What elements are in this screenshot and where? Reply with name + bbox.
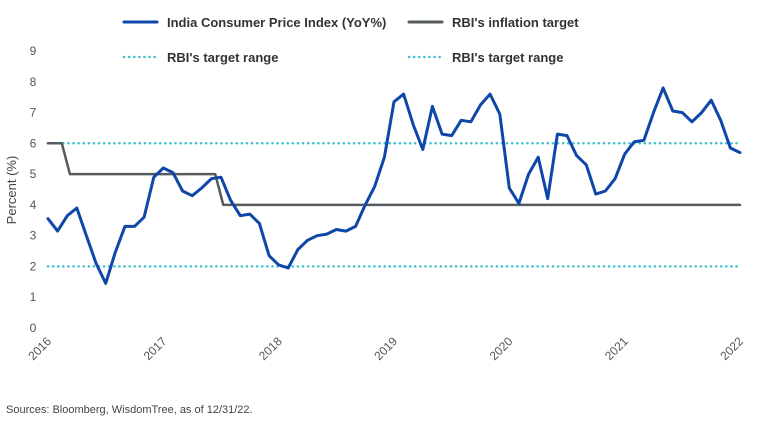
- legend-label: India Consumer Price Index (YoY%): [167, 15, 386, 30]
- y-tick-label: 7: [30, 106, 37, 120]
- y-tick-label: 2: [30, 259, 37, 273]
- x-tick-label: 2017: [141, 334, 170, 363]
- x-tick-label: 2021: [602, 334, 631, 363]
- legend-label: RBI's target range: [452, 50, 563, 65]
- y-tick-label: 0: [30, 321, 37, 335]
- inflation-target-line: [46, 142, 742, 207]
- x-tick-label: 2022: [717, 334, 746, 363]
- y-tick-label: 8: [30, 75, 37, 89]
- source-note: Sources: Bloomberg, WisdomTree, as of 12…: [6, 404, 253, 416]
- y-tick-label: 9: [30, 44, 37, 58]
- y-tick-label: 5: [30, 167, 37, 181]
- x-axis: 2016 2017 2018 2019 2020 2021 2022: [25, 334, 746, 363]
- legend-label: RBI's inflation target: [452, 15, 579, 30]
- y-tick-label: 4: [30, 198, 37, 212]
- legend-label: RBI's target range: [167, 50, 278, 65]
- cpi-series-line: [46, 86, 742, 285]
- legend-item-target-range-2: RBI's target range: [407, 50, 563, 65]
- legend-item-inflation-target: RBI's inflation target: [407, 15, 579, 30]
- legend-item-cpi: India Consumer Price Index (YoY%): [122, 15, 386, 30]
- y-axis: 0 1 2 3 4 5 6 7 8 9: [30, 44, 37, 335]
- legend-item-target-range: RBI's target range: [122, 50, 278, 65]
- y-tick-label: 3: [30, 229, 37, 243]
- x-tick-label: 2019: [371, 334, 400, 363]
- y-axis-label: Percent (%): [4, 156, 19, 225]
- y-tick-label: 6: [30, 136, 37, 150]
- legend: India Consumer Price Index (YoY%) RBI's i…: [122, 15, 579, 65]
- plot-area: [46, 86, 742, 285]
- x-tick-label: 2016: [25, 334, 54, 363]
- x-tick-label: 2018: [256, 334, 285, 363]
- x-tick-label: 2020: [487, 334, 516, 363]
- y-tick-label: 1: [30, 290, 37, 304]
